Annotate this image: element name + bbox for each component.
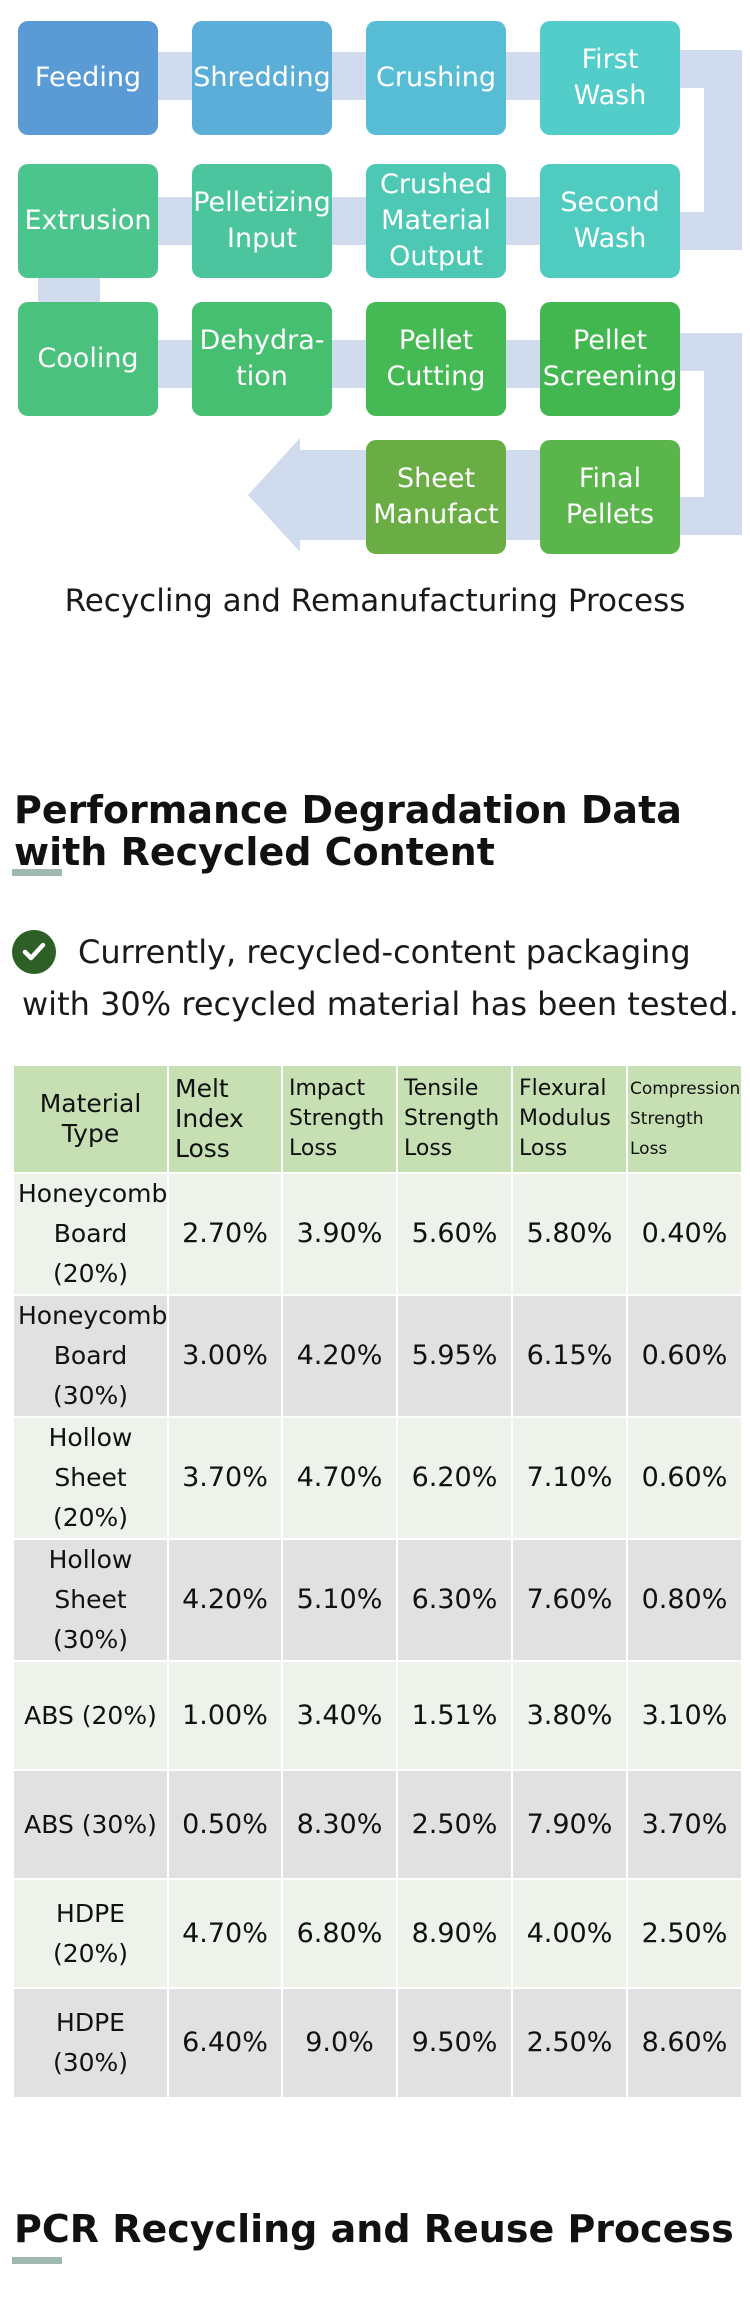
- table-cell-value: 2.50%: [397, 1769, 513, 1879]
- table-cell-value: 5.80%: [512, 1172, 628, 1295]
- flow-step-pellet-cutting: Pellet Cutting: [366, 302, 506, 416]
- table-cell-value: 5.60%: [397, 1172, 513, 1295]
- flow-step-cooling: Cooling: [18, 302, 158, 416]
- table-cell-value: 1.51%: [397, 1660, 513, 1770]
- table-cell-value: 3.00%: [168, 1294, 283, 1417]
- flow-step-second-wash: Second Wash: [540, 164, 680, 278]
- table-cell-value: 8.60%: [627, 1987, 743, 2097]
- table-cell-value: 3.90%: [282, 1172, 398, 1295]
- table-cell-value: 6.80%: [282, 1878, 398, 1988]
- section-title-line1: Performance Degradation Data: [14, 788, 682, 832]
- flow-step-pelletizing-input: Pelletizing Input: [192, 164, 332, 278]
- table-cell-value: 7.10%: [512, 1416, 628, 1539]
- table-cell-value: 7.90%: [512, 1769, 628, 1879]
- section-title-pcr: PCR Recycling and Reuse Process: [14, 2207, 734, 2251]
- table-row: Honeycomb Board (20%) 2.70% 3.90% 5.60% 5.80…: [14, 1172, 743, 1295]
- flow-step-final-pellets: Final Pellets: [540, 440, 680, 554]
- table-cell-material: Honeycomb Board (30%): [14, 1294, 169, 1417]
- table-cell-value: 3.10%: [627, 1660, 743, 1770]
- table-row: Hollow Sheet (20%) 3.70% 4.70% 6.20% 7.10% 0.…: [14, 1416, 743, 1539]
- table-cell-value: 6.30%: [397, 1538, 513, 1661]
- table-cell-value: 6.40%: [168, 1987, 283, 2097]
- table-cell-value: 4.00%: [512, 1878, 628, 1988]
- table-cell-value: 2.50%: [627, 1878, 743, 1988]
- table-cell-material: HDPE (20%): [14, 1878, 169, 1988]
- table-body: Honeycomb Board (20%) 2.70% 3.90% 5.60% 5.80…: [14, 1172, 743, 2097]
- header-flexural-modulus-loss: Flexural Modulus Loss: [512, 1066, 628, 1173]
- table-cell-value: 6.15%: [512, 1294, 628, 1417]
- table-cell-value: 2.70%: [168, 1172, 283, 1295]
- flow-step-shredding: Shredding: [192, 21, 332, 135]
- check-circle-icon: [12, 930, 56, 974]
- table-cell-value: 9.0%: [282, 1987, 398, 2097]
- header-melt-index-loss: Melt Index Loss: [168, 1066, 283, 1173]
- table-cell-value: 0.80%: [627, 1538, 743, 1661]
- table-cell-material: ABS (20%): [14, 1660, 169, 1770]
- table-cell-material: Honeycomb Board (20%): [14, 1172, 169, 1295]
- header-tensile-strength-loss: Tensile Strength Loss: [397, 1066, 513, 1173]
- table-cell-value: 0.40%: [627, 1172, 743, 1295]
- table-cell-value: 6.20%: [397, 1416, 513, 1539]
- flow-step-crushing: Crushing: [366, 21, 506, 135]
- table-cell-value: 4.20%: [282, 1294, 398, 1417]
- table-cell-value: 2.50%: [512, 1987, 628, 2097]
- flow-step-pellet-screening: Pellet Screening: [540, 302, 680, 416]
- flow-step-crushed-material-output: Crushed Material Output: [366, 164, 506, 278]
- table-cell-value: 7.60%: [512, 1538, 628, 1661]
- table-cell-material: ABS (30%): [14, 1769, 169, 1879]
- table-row: HDPE (20%) 4.70% 6.80% 8.90% 4.00% 2.50%: [14, 1878, 743, 1988]
- table-cell-value: 3.80%: [512, 1660, 628, 1770]
- header-material-type: Material Type: [14, 1066, 169, 1173]
- table-cell-value: 4.70%: [282, 1416, 398, 1539]
- table-cell-value: 8.90%: [397, 1878, 513, 1988]
- table-cell-value: 5.95%: [397, 1294, 513, 1417]
- title-underline-decoration-2: [12, 2257, 62, 2264]
- table-cell-value: 9.50%: [397, 1987, 513, 2097]
- table-row: Hollow Sheet (30%) 4.20% 5.10% 6.30% 7.60% 0.…: [14, 1538, 743, 1661]
- note-line1: Currently, recycled-content packaging: [78, 933, 691, 971]
- flow-step-feeding: Feeding: [18, 21, 158, 135]
- table-cell-value: 0.60%: [627, 1294, 743, 1417]
- process-flow-diagram: Feeding Shredding Crushing First Wash Ex…: [0, 0, 750, 640]
- title-underline-decoration: [12, 869, 62, 876]
- section-title-line2: with Recycled Content: [14, 830, 495, 874]
- table-cell-material: Hollow Sheet (20%): [14, 1416, 169, 1539]
- table-row: ABS (30%) 0.50% 8.30% 2.50% 7.90% 3.70%: [14, 1769, 743, 1879]
- table-cell-material: HDPE (30%): [14, 1987, 169, 2097]
- table-cell-material: Hollow Sheet (30%): [14, 1538, 169, 1661]
- note-line2: with 30% recycled material has been test…: [22, 985, 739, 1023]
- flow-step-extrusion: Extrusion: [18, 164, 158, 278]
- table-cell-value: 0.60%: [627, 1416, 743, 1539]
- table-header-row: Material Type Melt Index Loss Impact Str…: [14, 1066, 743, 1173]
- table-cell-value: 8.30%: [282, 1769, 398, 1879]
- table-cell-value: 3.70%: [627, 1769, 743, 1879]
- flow-step-dehydration: Dehydra- tion: [192, 302, 332, 416]
- table-cell-value: 0.50%: [168, 1769, 283, 1879]
- header-impact-strength-loss: Impact Strength Loss: [282, 1066, 398, 1173]
- table-row: ABS (20%) 1.00% 3.40% 1.51% 3.80% 3.10%: [14, 1660, 743, 1770]
- flow-step-first-wash: First Wash: [540, 21, 680, 135]
- table-cell-value: 3.70%: [168, 1416, 283, 1539]
- table-row: Honeycomb Board (30%) 3.00% 4.20% 5.95% 6.15…: [14, 1294, 743, 1417]
- table-cell-value: 4.20%: [168, 1538, 283, 1661]
- degradation-table: Material Type Melt Index Loss Impact Str…: [14, 1066, 743, 2097]
- table-cell-value: 1.00%: [168, 1660, 283, 1770]
- table-row: HDPE (30%) 6.40% 9.0% 9.50% 2.50% 8.60%: [14, 1987, 743, 2097]
- section-title-degradation: Performance Degradation Data with Recycl…: [14, 789, 682, 873]
- flow-caption: Recycling and Remanufacturing Process: [64, 583, 686, 619]
- table-cell-value: 4.70%: [168, 1878, 283, 1988]
- table-cell-value: 3.40%: [282, 1660, 398, 1770]
- flow-step-sheet-manufacture: Sheet Manufact: [366, 440, 506, 554]
- header-compression-strength-loss: Compression Strength Loss: [627, 1066, 743, 1173]
- table-cell-value: 5.10%: [282, 1538, 398, 1661]
